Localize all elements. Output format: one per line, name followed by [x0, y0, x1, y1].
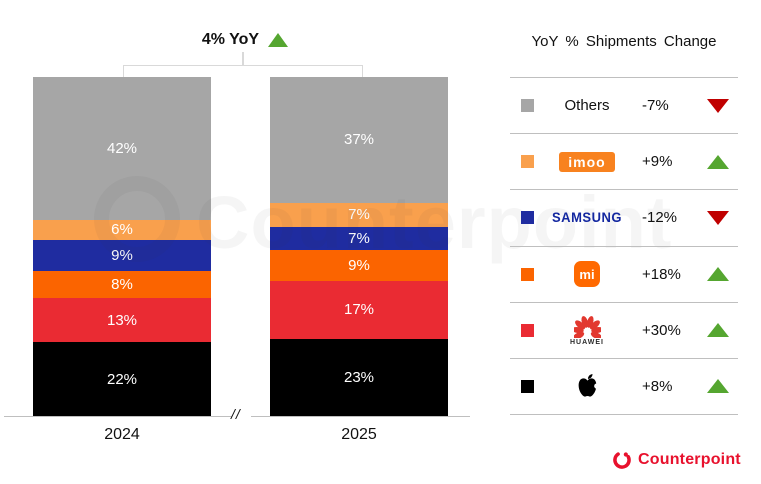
bar-segment-value: 6%: [111, 221, 133, 239]
mi-badge-icon: mi: [574, 261, 600, 288]
legend-swatch-huawei: [521, 323, 534, 337]
bar-segment-value: 7%: [348, 206, 370, 224]
imoo-badge-icon: imoo: [559, 151, 615, 172]
legend-row-samsung: SAMSUNG -12%: [510, 189, 738, 245]
counterpoint-logo-icon: [613, 451, 631, 469]
yoy-change-imoo: +9%: [642, 153, 673, 171]
comparison-bracket: [123, 65, 363, 78]
legend-row-imoo: imoo +9%: [510, 133, 738, 189]
bar-segment-value: 7%: [348, 229, 370, 247]
down-triangle-icon: [707, 98, 729, 113]
apple-logo: [535, 373, 639, 399]
legend-swatch-imoo: [521, 155, 534, 169]
others-logo: Others: [535, 97, 639, 114]
samsung-wordmark: SAMSUNG: [552, 210, 622, 226]
down-triangle-icon: [707, 210, 729, 225]
bar-segment-apple-2024: 22%: [33, 342, 211, 417]
bar-segment-value: 37%: [343, 131, 375, 149]
bar-segment-apple-2025: 23%: [270, 338, 448, 417]
stacked-bar-2024: 42% 6% 9% 8% 13% 22%: [33, 77, 211, 417]
legend-swatch-others: [521, 99, 534, 113]
huawei-logo: HUAWEI: [535, 315, 639, 346]
legend-rows: Others -7% imoo +9% SAMSUNG -12% mi +18% HUAWEI +…: [510, 77, 738, 416]
comparison-bracket-stem: [242, 52, 244, 65]
x-axis-left: [4, 416, 232, 417]
bar-segment-xiaomi-2025: 9%: [270, 250, 448, 281]
brand-label: Others: [564, 97, 610, 115]
legend-row-xiaomi: mi +18%: [510, 245, 738, 302]
up-triangle-icon: [268, 33, 289, 47]
up-triangle-icon: [707, 379, 729, 394]
apple-icon: [578, 373, 598, 397]
bar-segment-huawei-2025: 17%: [270, 280, 448, 339]
trend-cell-others: [701, 98, 735, 113]
yoy-change-samsung: -12%: [642, 209, 678, 227]
category-label-2025: 2025: [341, 426, 377, 443]
bar-segment-value: 8%: [111, 275, 133, 293]
bar-segment-samsung-2024: 9%: [33, 240, 211, 271]
imoo-logo: imoo: [535, 151, 639, 172]
chart-title: 4% YoY: [150, 31, 340, 49]
bar-segment-others-2024: 42%: [33, 77, 211, 220]
x-axis-right: [251, 416, 470, 417]
legend-swatch-xiaomi: [521, 267, 534, 281]
bar-segment-others-2025: 37%: [270, 77, 448, 203]
bar-segment-value: 9%: [348, 257, 370, 275]
bar-segment-xiaomi-2024: 8%: [33, 270, 211, 298]
up-triangle-icon: [707, 154, 729, 169]
bar-segment-imoo-2025: 7%: [270, 202, 448, 227]
trend-cell-imoo: [701, 154, 735, 169]
legend-row-others: Others -7%: [510, 77, 738, 133]
bar-segment-samsung-2025: 7%: [270, 226, 448, 251]
bar-segment-value: 42%: [106, 139, 138, 157]
legend-swatch-samsung: [521, 211, 534, 225]
axis-break-mark: //: [231, 406, 241, 422]
legend-row-huawei: HUAWEI +30%: [510, 301, 738, 358]
counterpoint-wordmark: Counterpoint: [638, 451, 741, 468]
yoy-change-huawei: +30%: [642, 321, 681, 339]
stacked-bar-2025: 37% 7% 7% 9% 17% 23%: [270, 77, 448, 417]
bar-segment-value: 9%: [111, 246, 133, 264]
counterpoint-logo: Counterpoint: [612, 450, 741, 470]
huawei-flower-icon: [573, 315, 601, 338]
trend-cell-huawei: [701, 323, 735, 338]
bar-segment-value: 13%: [106, 311, 138, 329]
xiaomi-logo: mi: [535, 261, 639, 288]
legend-title: YoY % Shipments Change: [531, 33, 717, 50]
huawei-wordmark: HUAWEI: [570, 338, 604, 346]
legend-swatch-apple: [521, 379, 534, 393]
trend-cell-samsung: [701, 210, 735, 225]
bar-segment-value: 23%: [343, 369, 375, 387]
yoy-change-others: -7%: [642, 97, 669, 115]
trend-cell-apple: [701, 379, 735, 394]
category-label-2024: 2024: [104, 426, 140, 443]
yoy-change-xiaomi: +18%: [642, 265, 681, 283]
up-triangle-icon: [707, 323, 729, 338]
bar-segment-huawei-2024: 13%: [33, 297, 211, 343]
bar-segment-value: 17%: [343, 301, 375, 319]
bar-segment-imoo-2024: 6%: [33, 219, 211, 241]
chart-title-label: 4% YoY: [201, 31, 260, 48]
bar-segment-value: 22%: [106, 371, 138, 389]
yoy-change-apple: +8%: [642, 377, 673, 395]
legend-row-apple: +8%: [510, 357, 738, 416]
trend-cell-xiaomi: [701, 267, 735, 282]
samsung-logo: SAMSUNG: [535, 210, 639, 226]
up-triangle-icon: [707, 267, 729, 282]
